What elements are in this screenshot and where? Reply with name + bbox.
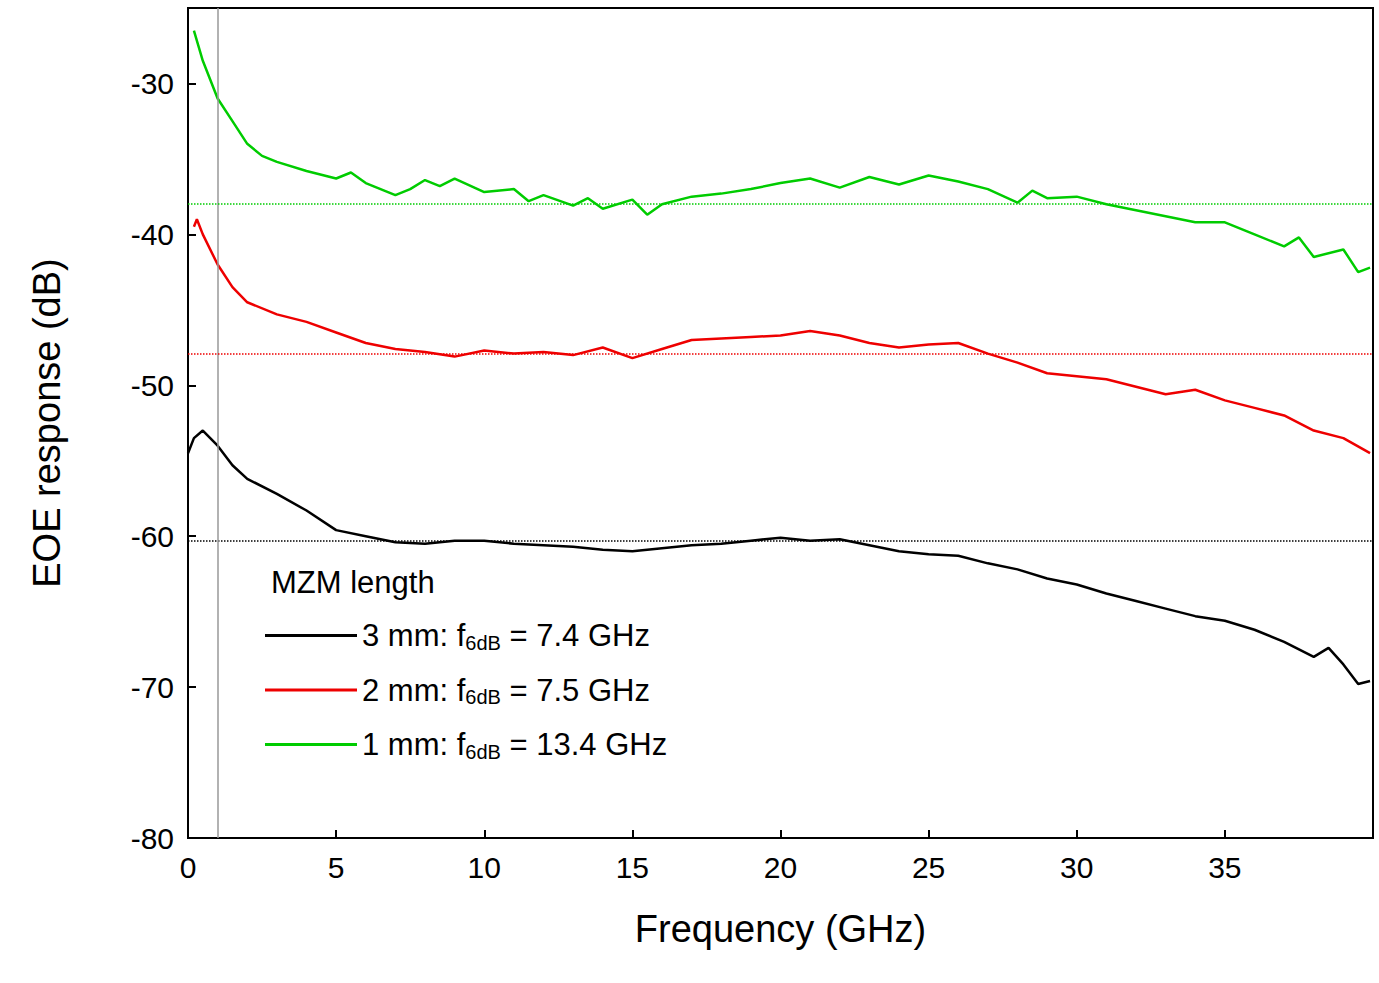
svg-text:35: 35 <box>1208 851 1241 884</box>
svg-text:15: 15 <box>616 851 649 884</box>
svg-text:25: 25 <box>912 851 945 884</box>
svg-text:3 mm: f: 3 mm: f <box>362 618 466 653</box>
svg-text:-50: -50 <box>131 369 174 402</box>
svg-text:= 7.5 GHz: = 7.5 GHz <box>501 673 650 708</box>
svg-text:-30: -30 <box>131 67 174 100</box>
svg-text:-80: -80 <box>131 822 174 855</box>
svg-text:-60: -60 <box>131 520 174 553</box>
svg-text:1 mm: f: 1 mm: f <box>362 727 466 762</box>
svg-text:10: 10 <box>468 851 501 884</box>
svg-text:5: 5 <box>328 851 345 884</box>
svg-text:6dB: 6dB <box>465 686 501 708</box>
svg-text:0: 0 <box>180 851 197 884</box>
svg-text:= 13.4 GHz: = 13.4 GHz <box>501 727 667 762</box>
svg-text:6dB: 6dB <box>465 741 501 763</box>
svg-text:20: 20 <box>764 851 797 884</box>
svg-text:MZM length: MZM length <box>271 565 435 600</box>
svg-text:30: 30 <box>1060 851 1093 884</box>
svg-text:= 7.4 GHz: = 7.4 GHz <box>501 618 650 653</box>
svg-text:2 mm: f: 2 mm: f <box>362 673 466 708</box>
svg-text:-40: -40 <box>131 218 174 251</box>
svg-text:6dB: 6dB <box>465 632 501 654</box>
svg-text:-70: -70 <box>131 671 174 704</box>
svg-text:Frequency (GHz): Frequency (GHz) <box>635 908 926 950</box>
svg-text:EOE response (dB): EOE response (dB) <box>26 258 68 587</box>
